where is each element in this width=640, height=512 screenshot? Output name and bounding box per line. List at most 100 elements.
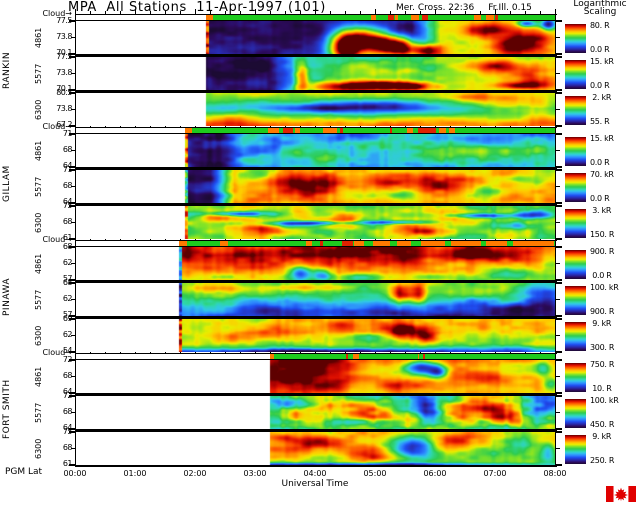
lat-label-top: 77.5: [56, 16, 72, 25]
cloud-bar-segment: [420, 241, 445, 246]
keogram-canvas-gillam-6300: [76, 206, 555, 239]
cloud-bar-baseline: [75, 20, 557, 21]
keogram-canvas-fort-smith-4861: [76, 360, 555, 393]
lat-label-mid: 62: [62, 258, 73, 267]
lat-tick-right: [555, 150, 560, 151]
flag-right-bar: [628, 486, 636, 502]
time-tick: [240, 11, 241, 14]
time-tick: [225, 11, 226, 14]
cloud-bar-segment: [417, 354, 420, 359]
cloud-bar-pinawa: [178, 241, 555, 246]
lat-tick-left: [71, 376, 76, 377]
time-tick-label: 08:00: [543, 469, 567, 478]
time-tick: [90, 11, 91, 14]
time-tick-label: 04:00: [303, 469, 327, 478]
colorbar-max-label: 2. kR: [590, 93, 612, 102]
keogram-canvas-pinawa-4861: [76, 247, 555, 280]
wavelength-label-fort-smith-5577: 5577: [34, 402, 43, 423]
lat-tick-right: [555, 431, 562, 433]
lat-label-bot: 70.1: [56, 84, 72, 93]
time-tick: [105, 11, 106, 14]
lat-tick-left: [69, 238, 76, 240]
colorbar-max-label: 750. R: [590, 360, 615, 369]
time-tick: [285, 11, 286, 14]
lat-label-top: 69: [62, 314, 73, 323]
page-title: MPA All Stations 11-Apr-1997 (101): [68, 0, 326, 15]
cloud-bar-segment: [395, 15, 398, 20]
lat-label-top: 72: [62, 391, 73, 400]
lat-tick-left: [71, 150, 76, 151]
lat-label-bot: 64: [62, 423, 73, 432]
lat-tick-left: [69, 205, 76, 207]
time-tick: [210, 11, 211, 14]
lat-label-top: 72: [62, 355, 73, 364]
time-tick: [150, 11, 151, 14]
time-tick: [435, 9, 436, 14]
time-tick: [120, 11, 121, 14]
cloud-bar-segment: [372, 241, 391, 246]
cloud-bar-segment: [322, 128, 338, 133]
lat-label-top: 80.5: [56, 88, 72, 97]
lat-tick-right: [555, 92, 562, 94]
lat-tick-right: [555, 282, 562, 284]
lat-tick-right: [555, 133, 562, 135]
lat-label-mid: 68: [62, 217, 73, 226]
station-name-label-rankin: RANKIN: [2, 51, 12, 90]
lat-tick-left: [69, 279, 76, 281]
colorbar-gillam-4861: [565, 137, 586, 166]
cloud-bar-baseline: [75, 133, 557, 134]
lat-tick-left: [69, 169, 76, 171]
lat-tick-left: [69, 56, 76, 58]
lat-tick-left: [69, 318, 76, 320]
colorbar-min-label: 0.0 R: [590, 158, 610, 167]
time-tick-label: 02:00: [183, 469, 207, 478]
lat-label-mid: 62: [62, 330, 73, 339]
lat-label-top: 75: [62, 201, 73, 210]
lat-tick-left: [69, 92, 76, 94]
time-tick: [75, 348, 76, 353]
cloud-indicator-label-rankin: Cloud→: [42, 9, 72, 18]
lat-tick-right: [555, 392, 562, 394]
lat-tick-right: [555, 20, 562, 22]
block-axis-line: [75, 127, 557, 128]
lat-label-bot: 64: [62, 387, 73, 396]
colorbar-max-label: 100. kR: [590, 283, 619, 292]
lat-label-mid: 68: [62, 443, 73, 452]
time-tick: [255, 9, 256, 14]
cloud-bar-baseline: [75, 359, 557, 360]
wavelength-label-fort-smith-6300: 6300: [34, 438, 43, 459]
lat-tick-right: [555, 73, 560, 74]
cloud-bar-segment: [389, 128, 392, 133]
colorbar-gillam-5577: [565, 173, 586, 202]
lat-tick-right: [555, 56, 562, 58]
lat-tick-right: [555, 246, 562, 248]
lat-tick-right: [555, 53, 562, 55]
lat-tick-left: [71, 335, 76, 336]
time-tick: [495, 9, 496, 14]
cloud-bar-segment: [352, 354, 359, 359]
cloud-bar-segment: [320, 241, 324, 246]
lat-tick-right: [555, 89, 562, 91]
wavelength-label-gillam-4861: 4861: [34, 140, 43, 161]
panel-separator: [75, 280, 557, 283]
cloud-bar-segment: [486, 15, 494, 20]
lat-label-top: 68: [62, 278, 73, 287]
cloud-bar-segment: [370, 15, 377, 20]
keogram-canvas-fort-smith-6300: [76, 432, 555, 465]
lat-tick-right: [555, 263, 560, 264]
lat-tick-left: [71, 222, 76, 223]
time-tick: [165, 11, 166, 14]
wavelength-label-pinawa-5577: 5577: [34, 289, 43, 310]
time-tick: [465, 11, 466, 14]
station-name-label-gillam: GILLAM: [2, 165, 12, 202]
wavelength-label-rankin-4861: 4861: [34, 27, 43, 48]
lat-tick-left: [69, 53, 76, 55]
lat-label-mid: 68: [62, 181, 73, 190]
lat-tick-right: [555, 335, 560, 336]
colorbar-min-label: 55. R: [590, 117, 610, 126]
time-tick: [375, 9, 376, 14]
lat-tick-right: [555, 222, 560, 223]
colorbar-max-label: 80. R: [590, 21, 610, 30]
colorbar-min-label: 0.0 R: [590, 81, 610, 90]
